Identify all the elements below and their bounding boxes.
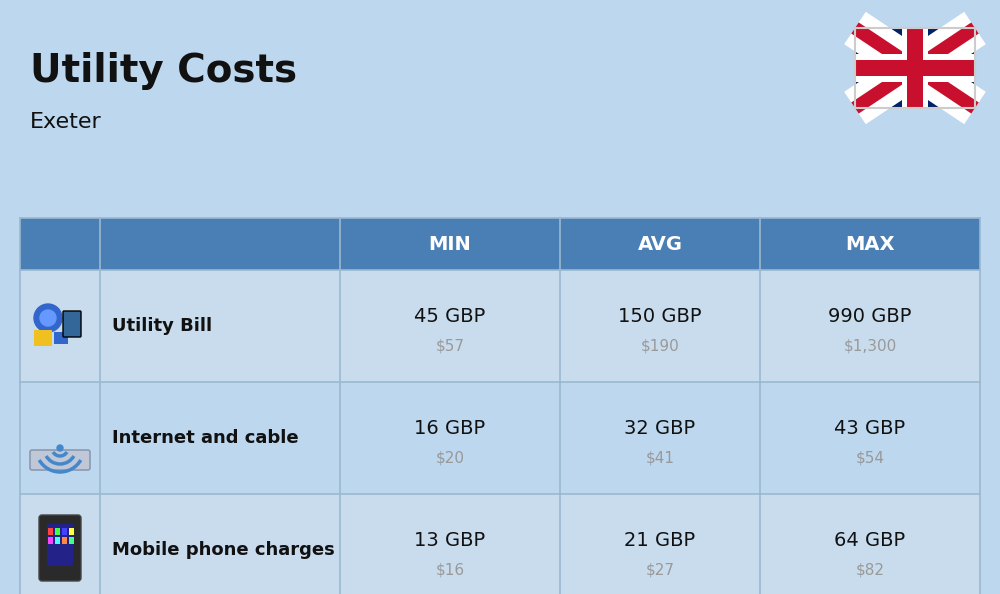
Text: Mobile phone charges: Mobile phone charges xyxy=(112,541,335,559)
Bar xyxy=(55,528,60,535)
FancyBboxPatch shape xyxy=(30,450,90,470)
Bar xyxy=(54,332,68,344)
Text: $41: $41 xyxy=(646,450,674,466)
Text: $20: $20 xyxy=(436,450,464,466)
Circle shape xyxy=(40,310,56,326)
Bar xyxy=(855,60,975,76)
Bar xyxy=(20,270,980,382)
Text: MAX: MAX xyxy=(845,235,895,254)
Bar xyxy=(69,537,74,544)
Text: Internet and cable: Internet and cable xyxy=(112,429,299,447)
Bar xyxy=(69,528,74,535)
Text: 45 GBP: 45 GBP xyxy=(414,307,486,326)
Bar xyxy=(20,382,980,494)
Bar xyxy=(20,494,980,594)
Text: MIN: MIN xyxy=(429,235,471,254)
Bar xyxy=(47,524,73,566)
Text: 32 GBP: 32 GBP xyxy=(624,419,696,438)
Text: Exeter: Exeter xyxy=(30,112,102,132)
Text: $54: $54 xyxy=(856,450,885,466)
Text: Utility Costs: Utility Costs xyxy=(30,52,297,90)
Bar xyxy=(34,330,52,346)
Text: $190: $190 xyxy=(641,339,679,353)
Circle shape xyxy=(34,304,62,332)
Bar xyxy=(55,537,60,544)
Bar xyxy=(902,28,928,108)
Text: 16 GBP: 16 GBP xyxy=(414,419,486,438)
Text: 13 GBP: 13 GBP xyxy=(414,530,486,549)
Bar xyxy=(855,28,975,108)
FancyBboxPatch shape xyxy=(39,515,81,581)
Text: AVG: AVG xyxy=(638,235,682,254)
Text: 21 GBP: 21 GBP xyxy=(624,530,696,549)
Text: 990 GBP: 990 GBP xyxy=(828,307,912,326)
Text: Utility Bill: Utility Bill xyxy=(112,317,212,335)
Bar xyxy=(855,54,975,82)
Text: 43 GBP: 43 GBP xyxy=(834,419,906,438)
Text: $27: $27 xyxy=(646,563,674,577)
Bar xyxy=(48,528,53,535)
Text: $57: $57 xyxy=(436,339,464,353)
Bar xyxy=(62,528,67,535)
Bar xyxy=(48,537,53,544)
Bar xyxy=(907,28,923,108)
Text: 150 GBP: 150 GBP xyxy=(618,307,702,326)
Bar xyxy=(62,537,67,544)
Text: $16: $16 xyxy=(435,563,465,577)
Circle shape xyxy=(57,445,63,451)
Text: 64 GBP: 64 GBP xyxy=(834,530,906,549)
Text: $82: $82 xyxy=(856,563,885,577)
FancyBboxPatch shape xyxy=(63,311,81,337)
Bar xyxy=(20,218,980,270)
Text: $1,300: $1,300 xyxy=(843,339,897,353)
Bar xyxy=(855,28,975,108)
